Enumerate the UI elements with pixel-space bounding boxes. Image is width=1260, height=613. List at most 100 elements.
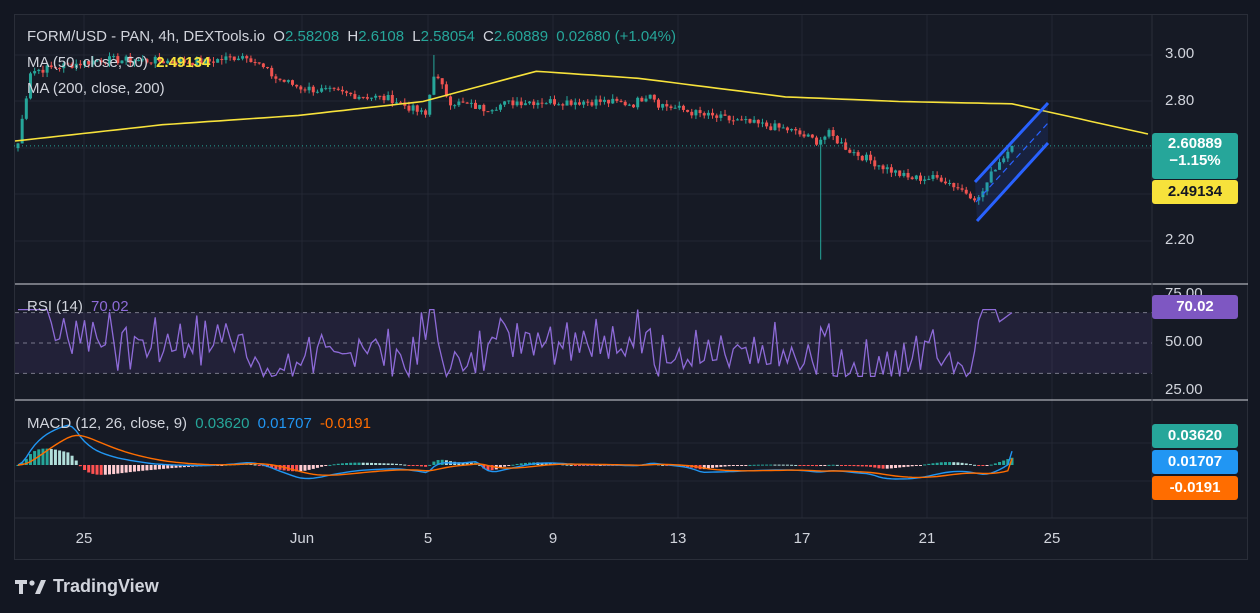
candle-body xyxy=(511,100,515,106)
macd-hist-bar xyxy=(149,465,153,471)
candle-body xyxy=(266,67,270,69)
macd-line xyxy=(17,424,1013,480)
tradingview-logo[interactable]: TradingView xyxy=(15,576,159,597)
candle-body xyxy=(62,63,66,69)
x-axis-label: Jun xyxy=(289,530,315,547)
candle-body xyxy=(636,97,640,108)
macd-hist-bar xyxy=(511,464,515,466)
macd-hist-bar xyxy=(382,463,386,465)
candle-body xyxy=(378,95,382,97)
candle-body xyxy=(415,105,419,112)
macd-hist-bar xyxy=(78,465,82,467)
candle-body xyxy=(374,95,378,98)
candle-body xyxy=(353,94,357,99)
x-axis-label: 13 xyxy=(669,530,687,547)
candle-body xyxy=(440,78,444,85)
candle-body xyxy=(519,101,523,106)
rsi-label: RSI (14) xyxy=(27,298,83,315)
macd-hist-bar xyxy=(831,464,835,466)
macd-hist-bar xyxy=(515,463,519,465)
candle-body xyxy=(457,101,461,106)
macd-hist-bar xyxy=(424,465,428,467)
macd-hist-bar xyxy=(956,462,960,465)
macd-hist-bar xyxy=(790,464,794,466)
macd-hist-bar xyxy=(507,465,511,466)
macd-hist-bar xyxy=(486,465,490,471)
macd-hist-bar xyxy=(769,464,773,466)
macd-hist-bar xyxy=(87,465,91,473)
macd-hist-bar xyxy=(523,462,527,465)
low-value: 2.58054 xyxy=(420,28,475,45)
candle-body xyxy=(270,67,274,77)
macd-hist-bar xyxy=(28,454,32,465)
candle-body xyxy=(507,100,511,102)
macd-hist-bar xyxy=(898,465,902,468)
macd-hist-bar xyxy=(328,464,332,466)
macd-hist-bar xyxy=(303,465,307,471)
price-badge-value: 2.60889 xyxy=(1167,135,1223,152)
candle-body xyxy=(274,76,278,79)
macd-hist-bar xyxy=(53,449,57,465)
macd-hist-bar xyxy=(45,448,49,465)
candle-body xyxy=(939,177,943,182)
macd-hist-bar xyxy=(70,455,74,465)
macd-hist-bar xyxy=(923,464,927,466)
macd-hist-bar xyxy=(62,451,66,465)
pane-separators xyxy=(15,15,1248,560)
macd-hist-bar xyxy=(998,462,1002,465)
candle-body xyxy=(889,167,893,173)
candle-body xyxy=(257,62,261,64)
macd-hist-bar xyxy=(927,463,931,465)
candle-body xyxy=(303,89,307,91)
macd-hist-bar xyxy=(744,465,748,466)
candle-body xyxy=(299,86,303,90)
macd-hist-bar xyxy=(736,465,740,466)
macd-hist-bar xyxy=(968,464,972,466)
macd-hist-bar xyxy=(16,465,20,466)
candle-body xyxy=(182,59,186,63)
candle-body xyxy=(486,111,490,113)
macd-hist-bar xyxy=(320,465,324,467)
candle-body xyxy=(411,105,415,111)
macd-hist-bar xyxy=(278,465,282,470)
candle-body xyxy=(349,92,353,95)
candle-body xyxy=(769,126,773,131)
macd-hist-bar xyxy=(137,465,141,472)
macd-hist-bar xyxy=(661,464,665,466)
candle-body xyxy=(332,87,336,89)
macd-hist-bar xyxy=(311,465,315,469)
macd-hist-bar xyxy=(548,463,552,465)
candle-body xyxy=(798,130,802,135)
candle-body xyxy=(948,182,952,184)
candle-body xyxy=(461,101,465,103)
macd-hist-bar xyxy=(748,464,752,466)
macd-hist-bar xyxy=(848,465,852,466)
candle-body xyxy=(286,80,290,82)
candle-body xyxy=(652,94,656,100)
candle-body xyxy=(465,102,469,104)
candle-body xyxy=(203,58,207,65)
macd-hist-bar xyxy=(390,463,394,465)
candle-body xyxy=(993,169,997,172)
candle-body xyxy=(844,142,848,150)
macd-hist-bar xyxy=(361,462,365,465)
macd-hist-bar xyxy=(157,465,161,470)
ma50-legend: MA (50, close, 50) 2.49134 xyxy=(27,54,214,71)
candle-body xyxy=(985,182,989,192)
macd-hist-bar xyxy=(274,465,278,470)
candle-body xyxy=(91,60,95,65)
candle-body xyxy=(815,137,819,145)
candle-body xyxy=(773,123,777,131)
candle-body xyxy=(282,79,286,82)
candle-body xyxy=(553,99,557,105)
candle-body xyxy=(623,101,627,106)
macd-hist-bar xyxy=(324,465,328,466)
candle-body xyxy=(149,62,153,64)
macd-hist-bar xyxy=(802,465,806,466)
low-label: L xyxy=(412,28,421,45)
candle-body xyxy=(523,103,527,106)
macd-hist-bar xyxy=(569,464,573,466)
macd-hist-bar xyxy=(860,465,864,467)
candle-body xyxy=(290,80,294,85)
